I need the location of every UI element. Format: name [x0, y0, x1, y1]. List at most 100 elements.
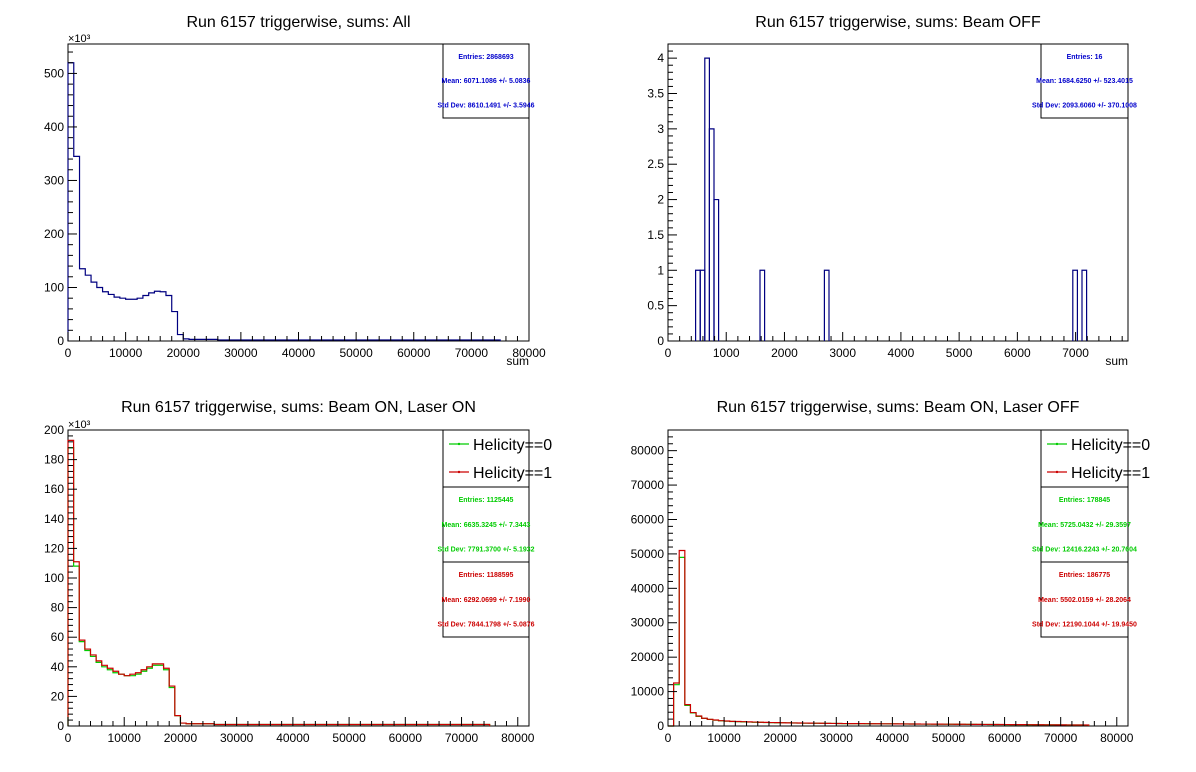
y-tick-label: 1	[657, 263, 664, 277]
stats-std-dev: Std Dev: 12416.2243 +/- 20.7604	[1032, 547, 1137, 554]
y-tick-label: 10000	[631, 685, 665, 699]
y-tick-label: 40	[51, 660, 65, 674]
histogram-bin	[708, 128, 715, 341]
stats-std-dev: Std Dev: 2093.6060 +/- 370.1008	[1032, 103, 1137, 110]
y-tick-label: 0.5	[647, 299, 664, 313]
histogram-series-line	[67, 447, 491, 726]
y-tick-label: 80	[51, 601, 65, 615]
y-tick-label: 3.5	[647, 87, 664, 101]
stats-box	[442, 43, 530, 119]
y-tick-label: 500	[44, 66, 64, 80]
x-tick-label: 20000	[164, 731, 198, 745]
x-tick-label: 30000	[224, 346, 258, 360]
panel-title: Run 6157 triggerwise, sums: Beam OFF	[755, 14, 1041, 31]
legend-entry: Helicity==1	[1071, 465, 1150, 482]
histogram-series-line	[668, 556, 1090, 727]
histogram-bin	[759, 269, 766, 341]
stats-box	[1040, 561, 1129, 638]
histogram-bin	[1072, 269, 1078, 341]
stats-entries: Entries: 16	[1067, 54, 1103, 61]
x-tick-label: 1000	[713, 346, 740, 360]
histogram-bin	[713, 198, 720, 341]
x-tick-label: 80000	[512, 346, 546, 360]
x-tick-label: 80000	[501, 731, 535, 745]
x-tick-label: 30000	[820, 731, 854, 745]
stats-mean: Mean: 6635.3245 +/- 7.3443	[442, 522, 531, 529]
legend-marker	[1055, 442, 1059, 446]
y-tick-label: 100	[44, 571, 64, 585]
y-tick-label: 40000	[631, 581, 665, 595]
y-multiplier-label: ×10³	[68, 33, 91, 45]
legend-entry: Helicity==0	[473, 437, 552, 454]
x-tick-label: 0	[665, 346, 672, 360]
x-axis-label: sum	[506, 354, 529, 368]
x-tick-label: 2000	[771, 346, 798, 360]
y-tick-label: 70000	[631, 478, 665, 492]
stats-entries: Entries: 186775	[1059, 572, 1110, 579]
histogram-bin	[695, 269, 701, 341]
y-tick-label: 0	[57, 334, 64, 348]
y-tick-label: 200	[44, 227, 64, 241]
y-tick-label: 0	[57, 719, 64, 733]
x-tick-label: 4000	[888, 346, 915, 360]
legend-box	[442, 429, 530, 488]
stats-entries: Entries: 1188595	[459, 572, 514, 579]
y-tick-label: 120	[44, 541, 64, 555]
x-tick-label: 40000	[276, 731, 310, 745]
y-tick-label: 60	[51, 630, 65, 644]
histogram-series-line	[67, 62, 501, 341]
y-tick-label: 0	[657, 334, 664, 348]
stats-box	[442, 561, 530, 638]
y-tick-label: 2	[657, 193, 664, 207]
stats-mean: Mean: 6071.1086 +/- 5.0836	[442, 78, 531, 85]
x-tick-label: 10000	[707, 731, 741, 745]
y-tick-label: 4	[657, 51, 664, 65]
stats-box	[442, 486, 530, 563]
y-tick-label: 180	[44, 453, 64, 467]
stats-mean: Mean: 5502.0159 +/- 28.2064	[1038, 597, 1131, 604]
x-tick-label: 30000	[220, 731, 254, 745]
x-tick-label: 50000	[332, 731, 366, 745]
histogram-panel: Run 6157 triggerwise, sums: All 0 10000 200…	[44, 14, 546, 368]
y-tick-label: 400	[44, 120, 64, 134]
x-tick-label: 70000	[445, 731, 479, 745]
stats-std-dev: Std Dev: 8610.1491 +/- 3.5946	[437, 103, 534, 110]
stats-mean: Mean: 5725.0432 +/- 29.3597	[1038, 522, 1131, 529]
legend-entry: Helicity==1	[473, 465, 552, 482]
y-tick-label: 30000	[631, 616, 665, 630]
legend-marker	[1055, 470, 1059, 474]
y-tick-label: 160	[44, 482, 64, 496]
x-tick-label: 6000	[1004, 346, 1031, 360]
y-multiplier-label: ×10³	[68, 419, 91, 431]
y-tick-label: 2.5	[647, 157, 664, 171]
y-tick-label: 100	[44, 280, 64, 294]
y-tick-label: 20	[51, 689, 65, 703]
x-tick-label: 0	[65, 731, 72, 745]
stats-std-dev: Std Dev: 7791.3700 +/- 5.1932	[437, 547, 534, 554]
y-tick-label: 300	[44, 173, 64, 187]
legend-marker	[457, 470, 461, 474]
x-tick-label: 60000	[988, 731, 1022, 745]
x-tick-label: 7000	[1062, 346, 1089, 360]
histogram-series-line	[67, 439, 491, 726]
stats-mean: Mean: 1684.6250 +/- 523.4015	[1036, 78, 1133, 85]
histogram-panel: Run 6157 triggerwise, sums: Beam ON, Las…	[44, 399, 552, 745]
stats-box	[1040, 43, 1129, 119]
panel-title: Run 6157 triggerwise, sums: All	[186, 14, 410, 31]
y-tick-label: 1.5	[647, 228, 664, 242]
y-tick-label: 80000	[631, 444, 665, 458]
x-tick-label: 60000	[389, 731, 423, 745]
x-tick-label: 20000	[764, 731, 798, 745]
x-tick-label: 70000	[1044, 731, 1078, 745]
x-tick-label: 20000	[167, 346, 201, 360]
x-tick-label: 3000	[829, 346, 856, 360]
x-tick-label: 50000	[932, 731, 966, 745]
panel-title: Run 6157 triggerwise, sums: Beam ON, Las…	[717, 399, 1080, 416]
stats-box	[1040, 486, 1129, 563]
legend-marker	[457, 442, 461, 446]
stats-entries: Entries: 178845	[1059, 497, 1110, 504]
histogram-series-line	[668, 549, 1090, 727]
stats-entries: Entries: 2868693	[458, 54, 513, 61]
histogram-bin	[1081, 269, 1088, 341]
